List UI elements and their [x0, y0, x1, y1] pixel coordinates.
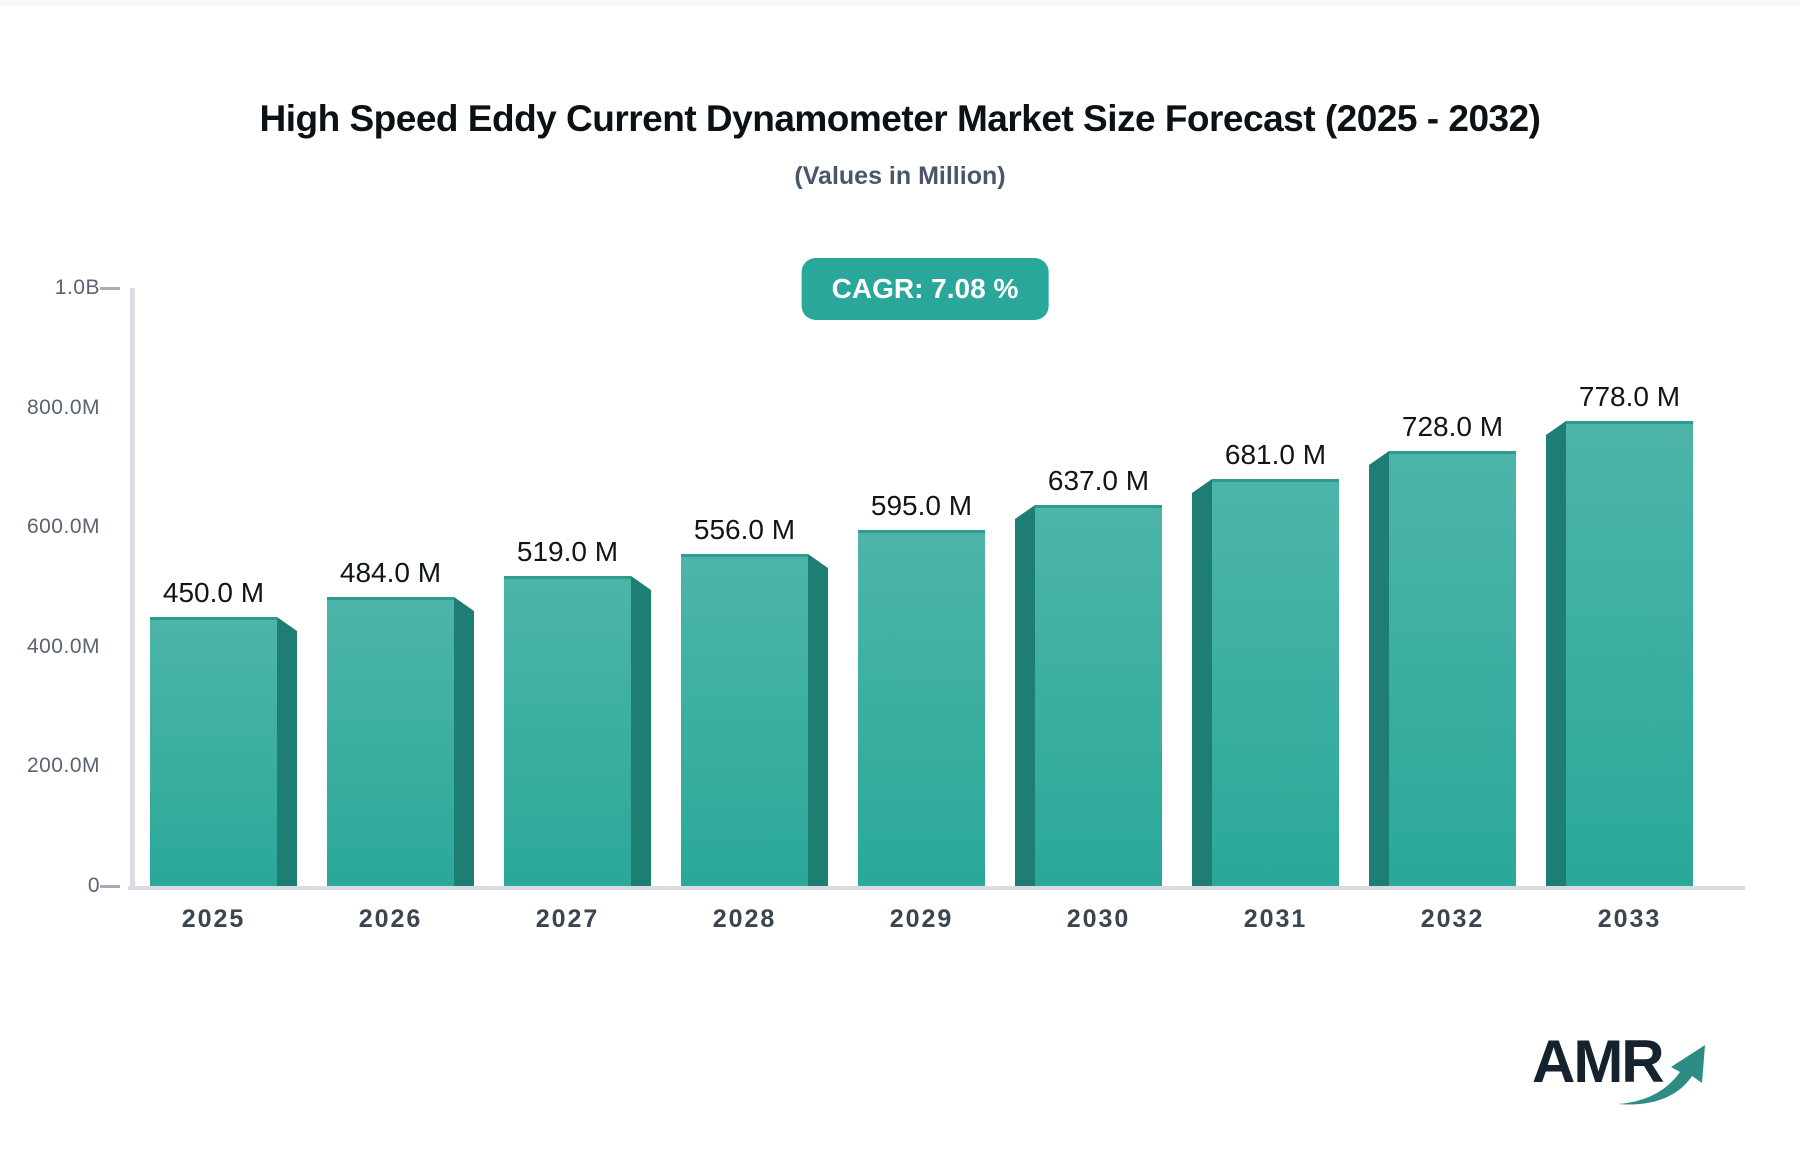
bar-front-face [1035, 505, 1162, 886]
bar [681, 554, 828, 886]
bar [1546, 421, 1693, 886]
y-axis-line [130, 288, 135, 888]
amr-logo-text: AMR [1532, 1028, 1665, 1095]
bar-value-label: 556.0 M [693, 514, 796, 545]
bar-front-face [1566, 421, 1693, 886]
x-axis-year-label: 2030 [1066, 905, 1131, 933]
y-axis-tick-label: 600.0M [26, 515, 100, 539]
bar-front-face [1389, 451, 1516, 886]
bar-value-label: 595.0 M [870, 490, 973, 521]
x-axis-year-label: 2026 [358, 905, 423, 933]
bar-side-face [1546, 421, 1566, 886]
page-top-strip [0, 0, 1800, 6]
chart-subtitle: (Values in Million) [794, 162, 1006, 190]
y-axis-tick-label: 1.0B [54, 276, 100, 299]
bar-value-label: 450.0 M [162, 577, 265, 608]
bar-side-face [1015, 505, 1035, 886]
bar-side-face [631, 576, 651, 886]
bar-front-face [327, 597, 454, 886]
x-axis-year-label: 2033 [1597, 905, 1662, 933]
x-axis-year-label: 2028 [712, 905, 777, 933]
x-axis-year-label: 2025 [181, 905, 246, 933]
y-axis-tick-mark [100, 287, 120, 290]
bar-side-face [808, 554, 828, 886]
x-axis-line [128, 886, 1745, 890]
bar-front-face [1212, 479, 1339, 886]
bar-value-label: 519.0 M [516, 536, 619, 567]
bar-side-face [454, 597, 474, 886]
bar-value-label: 681.0 M [1224, 439, 1327, 470]
x-axis-year-label: 2032 [1420, 905, 1485, 933]
amr-logo: AMR [1532, 1032, 1722, 1112]
bar-front-face [858, 530, 985, 886]
trend-arrow-icon [1618, 1045, 1705, 1105]
bar [1369, 451, 1516, 886]
bar [1015, 505, 1162, 886]
x-axis-year-label: 2029 [889, 905, 954, 933]
bar-side-face [1369, 451, 1389, 886]
bar [1192, 479, 1339, 886]
bar [858, 530, 985, 886]
bar [150, 617, 297, 886]
bar [327, 597, 474, 886]
y-axis-tick-mark [100, 885, 120, 888]
bar-value-label: 484.0 M [339, 557, 442, 588]
y-axis-tick-label: 200.0M [26, 754, 100, 778]
x-axis-year-label: 2027 [535, 905, 600, 933]
bar-value-label: 728.0 M [1401, 411, 1504, 442]
bar-value-label: 778.0 M [1578, 381, 1681, 412]
y-axis-tick-label: 0 [87, 874, 100, 897]
bar-side-face [277, 617, 297, 886]
bar [504, 576, 651, 886]
x-axis-year-label: 2031 [1243, 905, 1308, 933]
bar-front-face [150, 617, 277, 886]
y-axis-tick-label: 400.0M [26, 634, 100, 658]
bar-front-face [681, 554, 808, 886]
bar-side-face [1192, 479, 1212, 886]
bar-front-face [504, 576, 631, 886]
bar-value-label: 637.0 M [1047, 465, 1150, 496]
y-axis-tick-label: 800.0M [26, 395, 100, 419]
cagr-badge: CAGR: 7.08 % [801, 258, 1049, 320]
chart-title: High Speed Eddy Current Dynamometer Mark… [259, 98, 1542, 139]
